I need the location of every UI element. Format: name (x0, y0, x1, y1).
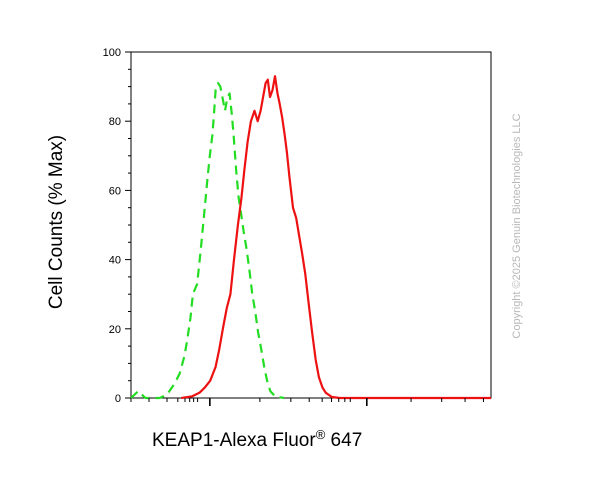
series-line-solid (181, 75, 491, 400)
plot-frame (130, 51, 492, 399)
x-axis-title: KEAP1-Alexa Fluor® 647 (152, 427, 362, 451)
copyright-watermark: Copyright ©2025 Genuin Biotechnologies L… (511, 113, 523, 338)
y-axis: 0 20 40 60 80 100 (103, 47, 131, 405)
y-tick-label-0: 0 (115, 393, 121, 405)
y-tick-label-20: 20 (109, 324, 121, 336)
x-axis-title-superscript: ® (316, 427, 326, 442)
plot-area (130, 51, 492, 400)
y-tick-label-60: 60 (109, 185, 121, 197)
x-axis-title-suffix: 647 (325, 430, 362, 451)
y-tick-label-100: 100 (103, 47, 121, 59)
series-line-dashed (130, 82, 285, 400)
x-axis-title-main: KEAP1-Alexa Fluor (152, 430, 316, 451)
y-tick-label-80: 80 (109, 116, 121, 128)
y-axis-title: Cell Counts (% Max) (46, 135, 67, 309)
y-tick-label-40: 40 (109, 255, 121, 267)
x-axis (130, 398, 484, 406)
